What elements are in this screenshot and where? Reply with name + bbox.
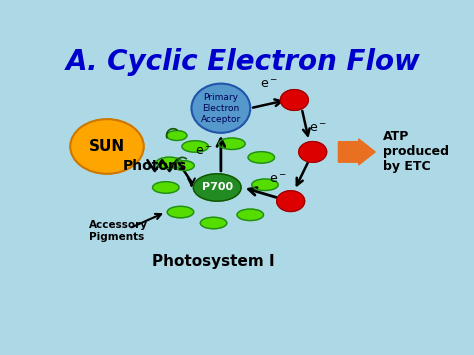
Ellipse shape [167, 131, 187, 141]
Text: e$^-$: e$^-$ [195, 146, 213, 158]
Ellipse shape [193, 174, 241, 201]
Ellipse shape [237, 209, 264, 220]
FancyArrow shape [338, 139, 375, 165]
Text: P700: P700 [201, 182, 233, 192]
Ellipse shape [248, 152, 274, 163]
Ellipse shape [252, 179, 278, 191]
Text: ATP
produced
by ETC: ATP produced by ETC [383, 130, 448, 174]
Text: e$^-$: e$^-$ [269, 173, 287, 186]
Ellipse shape [201, 217, 227, 229]
Ellipse shape [156, 157, 182, 169]
Text: e$^-$: e$^-$ [310, 122, 327, 135]
Ellipse shape [153, 182, 179, 193]
Text: Photons: Photons [123, 159, 187, 173]
Text: Primary
Electron
Acceptor: Primary Electron Acceptor [201, 93, 241, 124]
Circle shape [281, 89, 308, 110]
Text: Photosystem I: Photosystem I [152, 254, 275, 269]
Ellipse shape [219, 138, 245, 149]
Ellipse shape [182, 141, 209, 152]
Ellipse shape [174, 161, 194, 170]
Text: e$^-$: e$^-$ [260, 78, 278, 92]
Text: Accessory
Pigments: Accessory Pigments [89, 220, 147, 242]
Ellipse shape [191, 84, 250, 133]
Text: A. Cyclic Electron Flow: A. Cyclic Electron Flow [65, 48, 420, 76]
Circle shape [277, 191, 305, 212]
Ellipse shape [167, 206, 194, 218]
Circle shape [70, 119, 144, 174]
Circle shape [299, 142, 327, 162]
Text: SUN: SUN [89, 139, 125, 154]
